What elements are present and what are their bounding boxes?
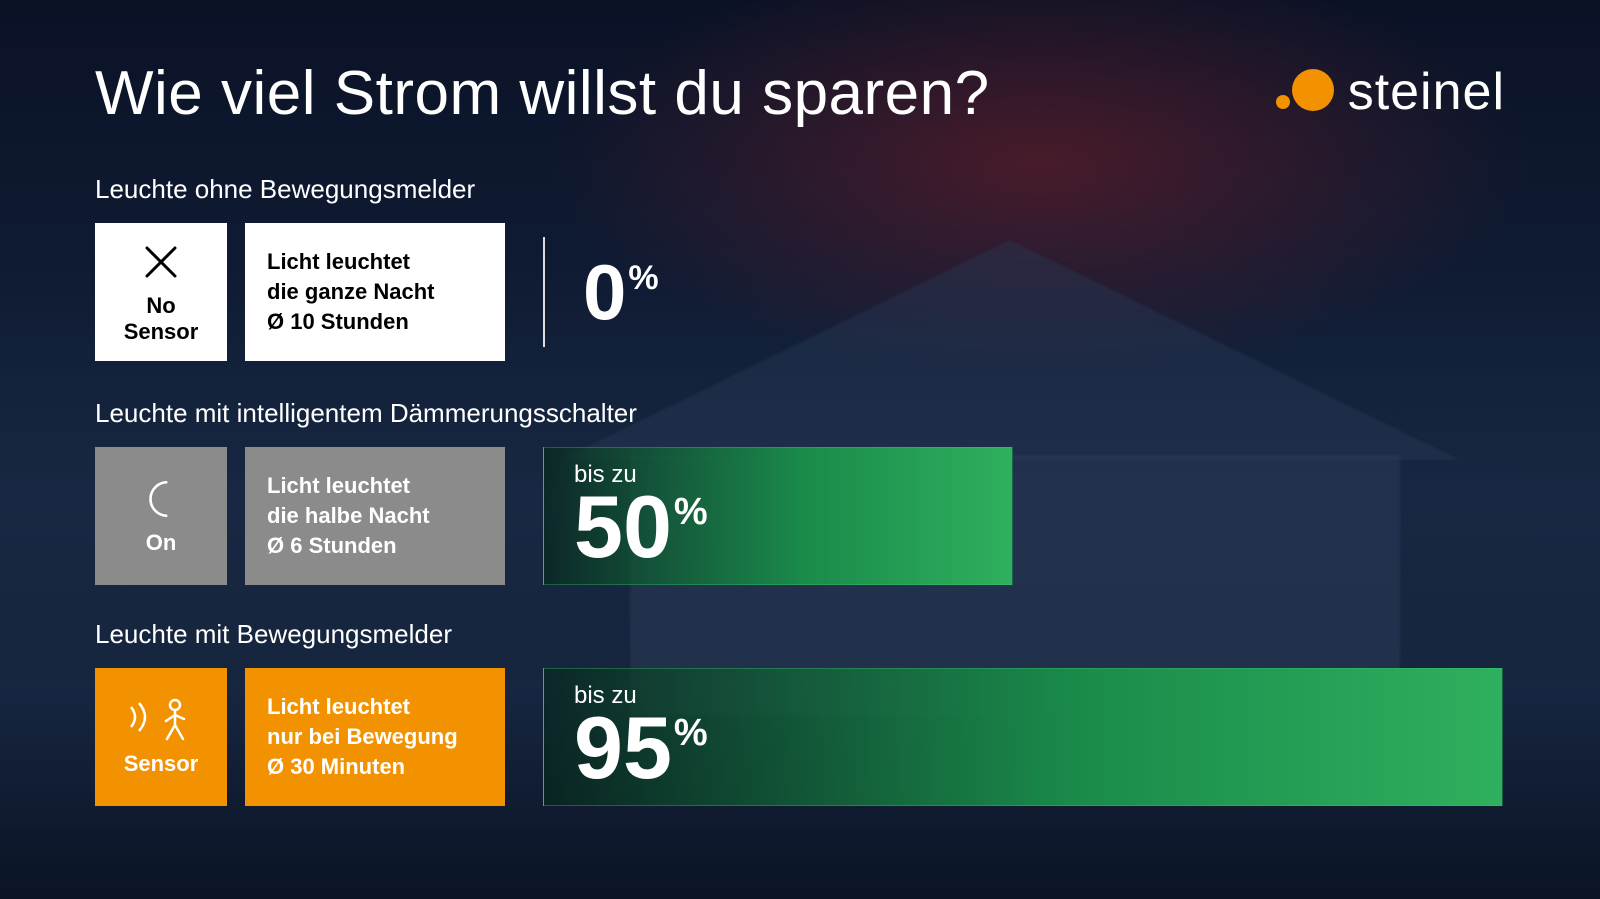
desc-box: Licht leuchtet die ganze Nacht Ø 10 Stun…: [245, 223, 505, 361]
savings-bar: bis zu 95 %: [543, 668, 1503, 806]
brand-logo-mark: [1276, 69, 1334, 115]
brand-logo: steinel: [1276, 62, 1505, 122]
row-body: Sensor Licht leuchtet nur bei Bewegung Ø…: [95, 668, 1503, 806]
savings-bar: bis zu 50 %: [543, 447, 1013, 585]
savings-number: 0: [583, 253, 626, 331]
desc-box: Licht leuchtet die halbe Nacht Ø 6 Stund…: [245, 447, 505, 585]
brand-logo-dot-big-icon: [1292, 69, 1334, 111]
badge-motion-sensor: Sensor: [95, 668, 227, 806]
savings-percent-sign: %: [628, 259, 658, 298]
row-motion-sensor: Leuchte mit Bewegungsmelder Sensor Licht…: [95, 619, 1503, 806]
savings-percent-sign: %: [674, 491, 708, 534]
brand-logo-word: steinel: [1348, 62, 1505, 122]
desc-box: Licht leuchtet nur bei Bewegung Ø 30 Min…: [245, 668, 505, 806]
row-twilight-switch: Leuchte mit intelligentem Dämmerungsscha…: [95, 398, 1013, 585]
cross-icon: [138, 239, 184, 285]
badge-label: Sensor: [124, 751, 199, 777]
savings-value: 95 %: [574, 704, 1472, 792]
motion-sensor-icon: [121, 697, 201, 743]
savings-number: 50: [574, 483, 672, 571]
divider: [543, 237, 545, 347]
badge-no-sensor: No Sensor: [95, 223, 227, 361]
badge-label: No Sensor: [124, 293, 199, 345]
savings-value: 0 %: [583, 253, 659, 331]
row-body: No Sensor Licht leuchtet die ganze Nacht…: [95, 223, 659, 361]
row-heading: Leuchte ohne Bewegungsmelder: [95, 174, 475, 205]
row-heading: Leuchte mit Bewegungsmelder: [95, 619, 452, 650]
moon-icon: [138, 476, 184, 522]
savings-number: 95: [574, 704, 672, 792]
badge-twilight: On: [95, 447, 227, 585]
savings-percent-sign: %: [674, 712, 708, 755]
savings-value: 50 %: [574, 483, 982, 571]
brand-logo-dot-small-icon: [1276, 95, 1290, 109]
row-no-sensor: Leuchte ohne Bewegungsmelder No Sensor L…: [95, 174, 659, 361]
row-body: On Licht leuchtet die halbe Nacht Ø 6 St…: [95, 447, 1013, 585]
row-heading: Leuchte mit intelligentem Dämmerungsscha…: [95, 398, 637, 429]
badge-label: On: [146, 530, 177, 556]
page-title: Wie viel Strom willst du sparen?: [95, 58, 990, 129]
